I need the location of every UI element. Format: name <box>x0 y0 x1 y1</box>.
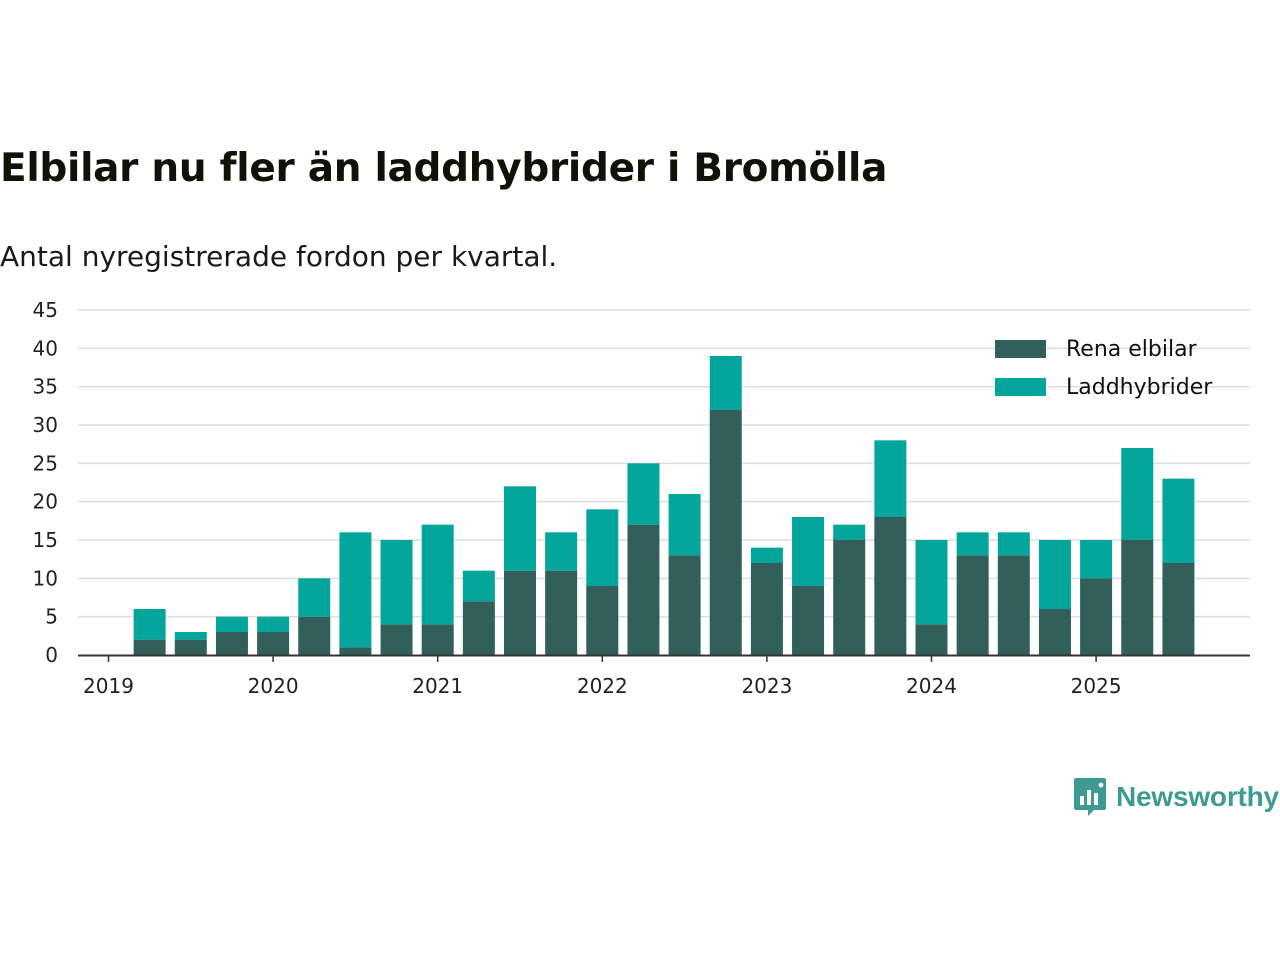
x-tick-label-2022: 2022 <box>577 674 628 698</box>
bar-rena-elbilar-2021-Q3 <box>504 570 536 655</box>
bar-laddhybrider-2024-Q3 <box>997 532 1030 556</box>
bar-laddhybrider-2025-Q1 <box>1080 540 1113 579</box>
bar-rena-elbilar-2020-Q2 <box>298 616 331 655</box>
bar-rena-elbilar-2022-Q4 <box>709 409 742 655</box>
bar-laddhybrider-2019-Q3 <box>174 632 207 640</box>
bar-rena-elbilar-2022-Q1 <box>586 586 619 655</box>
bar-laddhybrider-2023-Q3 <box>833 524 866 540</box>
bar-laddhybrider-2021-Q4 <box>545 532 578 571</box>
bar-rena-elbilar-2024-Q3 <box>997 555 1030 655</box>
bar-laddhybrider-2021-Q1 <box>421 524 454 625</box>
y-tick-label-15: 15 <box>33 528 58 552</box>
legend-label-laddhybrider: Laddhybrider <box>1066 375 1213 400</box>
x-tick-label-2019: 2019 <box>83 674 134 698</box>
y-tick-label-30: 30 <box>33 413 58 437</box>
bar-rena-elbilar-2021-Q2 <box>462 601 495 655</box>
x-tick-label-2020: 2020 <box>248 674 299 698</box>
bar-rena-elbilar-2021-Q1 <box>421 624 454 655</box>
bar-laddhybrider-2021-Q3 <box>504 486 536 571</box>
bar-laddhybrider-2021-Q2 <box>462 570 495 602</box>
newsworthy-logo-icon <box>1074 778 1106 816</box>
bar-rena-elbilar-2019-Q4 <box>215 632 248 655</box>
x-tick-label-2024: 2024 <box>906 674 957 698</box>
legend-label-rena-elbilar: Rena elbilar <box>1066 337 1198 362</box>
y-tick-label-40: 40 <box>33 336 58 360</box>
bar-rena-elbilar-2020-Q4 <box>380 624 413 655</box>
y-tick-label-20: 20 <box>33 490 58 514</box>
bar-laddhybrider-2022-Q3 <box>668 494 701 556</box>
bar-laddhybrider-2024-Q2 <box>956 532 989 556</box>
chart-subtitle: Antal nyregistrerade fordon per kvartal. <box>0 240 558 273</box>
y-tick-label-10: 10 <box>33 566 58 590</box>
y-tick-label-0: 0 <box>45 643 58 667</box>
bar-rena-elbilar-2023-Q4 <box>874 517 907 655</box>
x-axis-ticks: 2019 2020 2021 2022 2023 2024 2025 <box>83 655 1122 698</box>
bar-rena-elbilar-2020-Q1 <box>257 632 290 655</box>
bar-laddhybrider-2022-Q1 <box>586 509 619 586</box>
brand-name: Newsworthy <box>1116 781 1279 812</box>
bar-laddhybrider-2025-Q2 <box>1121 448 1154 540</box>
legend-swatch-rena-elbilar <box>995 340 1046 358</box>
bar-rena-elbilar-2023-Q2 <box>792 586 825 655</box>
bar-laddhybrider-2020-Q1 <box>257 616 290 632</box>
bar-rena-elbilar-2020-Q3 <box>339 647 372 655</box>
bar-laddhybrider-2019-Q2 <box>133 609 166 640</box>
bar-laddhybrider-2024-Q4 <box>1038 540 1071 609</box>
bar-laddhybrider-2023-Q2 <box>792 517 825 586</box>
bar-laddhybrider-2022-Q4 <box>709 356 742 410</box>
bar-rena-elbilar-2023-Q3 <box>833 540 866 655</box>
bar-rena-elbilar-2021-Q4 <box>545 570 578 655</box>
bar-rena-elbilar-2019-Q2 <box>133 639 166 655</box>
gridlines <box>78 309 1250 618</box>
bar-rena-elbilar-2024-Q1 <box>915 624 948 655</box>
legend-swatch-laddhybrider <box>995 378 1046 396</box>
legend: Rena elbilar Laddhybrider <box>995 337 1213 400</box>
newsworthy-brand: Newsworthy <box>1072 776 1279 818</box>
bar-laddhybrider-2019-Q4 <box>215 616 248 632</box>
bar-rena-elbilar-2019-Q3 <box>174 639 207 655</box>
bars <box>133 356 1195 655</box>
bar-laddhybrider-2020-Q4 <box>380 540 413 625</box>
chart-title: Elbilar nu fler än laddhybrider i Bromöl… <box>0 146 888 191</box>
bar-rena-elbilar-2024-Q4 <box>1038 609 1071 655</box>
bar-laddhybrider-2023-Q1 <box>750 547 783 563</box>
y-tick-label-45: 45 <box>33 298 58 322</box>
bar-rena-elbilar-2025-Q2 <box>1121 540 1154 655</box>
bar-laddhybrider-2020-Q3 <box>339 532 372 648</box>
x-tick-label-2023: 2023 <box>741 674 792 698</box>
y-tick-label-25: 25 <box>33 451 58 475</box>
bar-laddhybrider-2024-Q1 <box>915 540 948 625</box>
x-tick-label-2021: 2021 <box>412 674 463 698</box>
bar-laddhybrider-2020-Q2 <box>298 578 331 617</box>
bar-rena-elbilar-2023-Q1 <box>750 563 783 655</box>
bar-rena-elbilar-2025-Q1 <box>1080 578 1113 655</box>
bar-rena-elbilar-2022-Q2 <box>627 524 660 655</box>
bar-rena-elbilar-2022-Q3 <box>668 555 701 655</box>
x-tick-label-2025: 2025 <box>1071 674 1122 698</box>
y-tick-label-5: 5 <box>45 605 58 629</box>
bar-laddhybrider-2025-Q3 <box>1162 478 1195 563</box>
y-tick-label-35: 35 <box>33 375 58 399</box>
bar-rena-elbilar-2024-Q2 <box>956 555 989 655</box>
bar-laddhybrider-2023-Q4 <box>874 440 907 517</box>
y-axis-ticks: 0 5 10 15 20 25 30 35 40 45 <box>33 298 58 667</box>
bar-laddhybrider-2022-Q2 <box>627 463 660 525</box>
bar-rena-elbilar-2025-Q3 <box>1162 563 1195 655</box>
